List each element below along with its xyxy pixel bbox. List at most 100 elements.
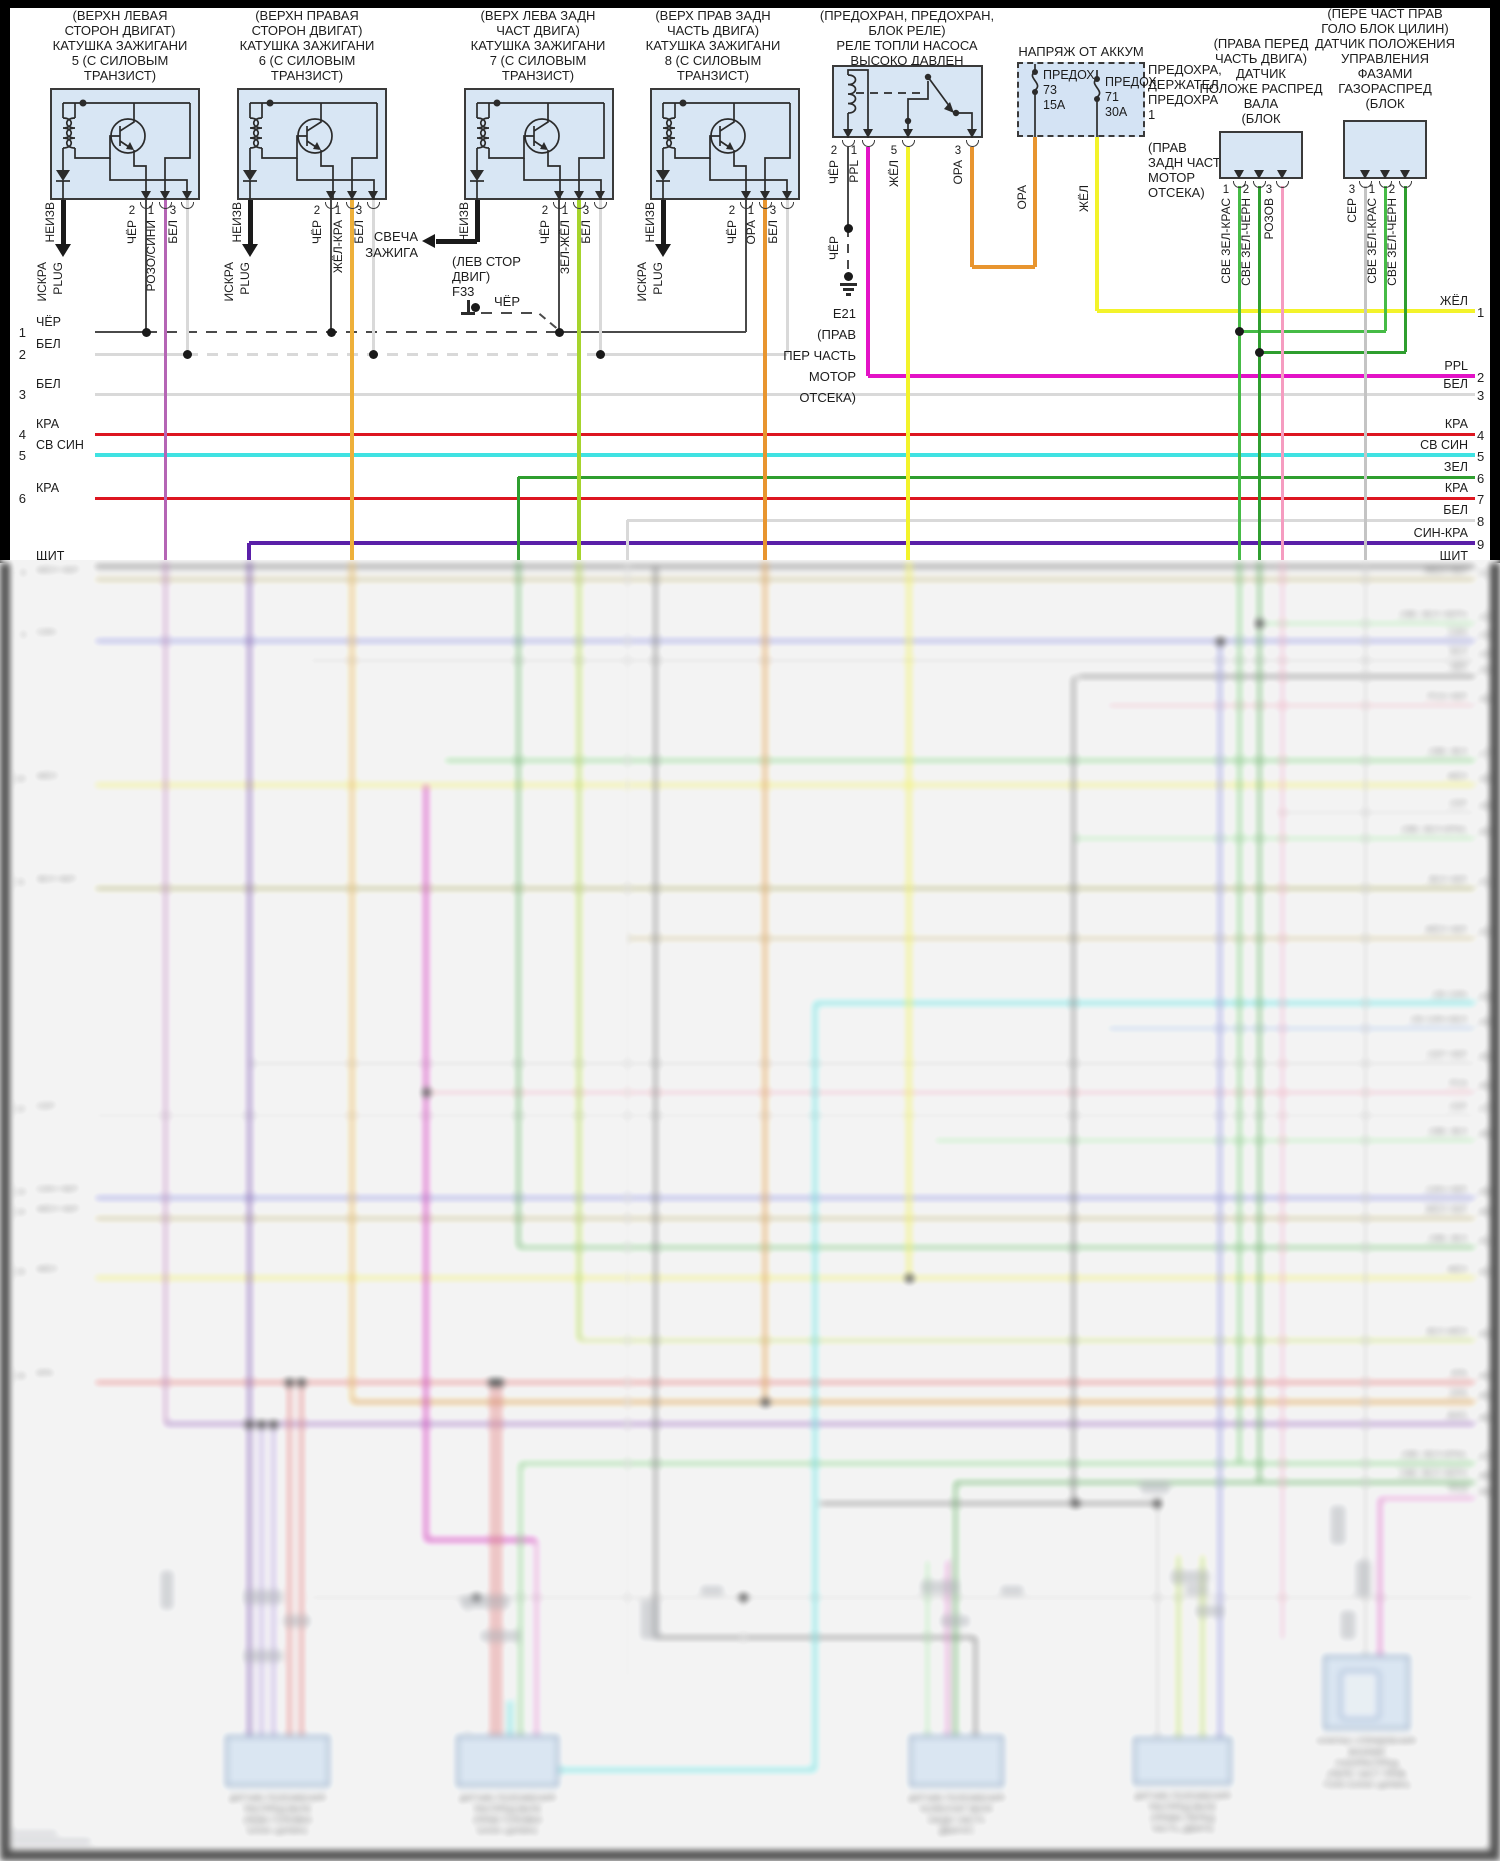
blurred-wire-label-right: СЕР [1448,798,1468,809]
bus-wire-number-left: 2 [18,347,26,362]
pin-number: 1 [1368,184,1376,196]
coil-5-header: СТОРОН ДВИГАТ) [64,23,176,38]
sensor-1-header: (БЛОК [1241,111,1281,126]
blurred-wire-v [1257,561,1261,1482]
blurred-box-caption: (ПЕРЕ ЧАСТ ПРАВ [1326,1769,1407,1779]
pin-arrow-icon [553,191,564,200]
pin-number: 1 [747,205,755,217]
bus-wire-number-left: 3 [18,387,26,402]
e21-location-note: ПЕР ЧАСТЬ [783,348,856,363]
blurred-wire-v [516,561,520,1247]
blurred-wire-v [465,1597,469,1735]
component-wire-v [906,147,910,561]
blurred-wire-number-right: 31 [1478,1236,1490,1247]
pin-wire-color-label: ЧЁР [310,220,324,245]
blurred-connector-smear [460,1595,510,1609]
pin-number: 3 [169,205,177,217]
blurred-wire-v [1218,641,1222,1737]
blurred-junction-dot [421,1087,431,1097]
coil-6-header: (ВЕРХН ПРАВАЯ [255,8,359,23]
f33-ground-bar [461,312,475,315]
component-wire-v [1033,137,1037,267]
component-wire-v [625,520,629,561]
blurred-wire-h [310,1595,1475,1599]
bus-wire-number-right: 9 [1477,537,1485,552]
pin-wire-color-label: ОРА [1015,185,1029,210]
blurred-wire-number-right: 12 [1478,612,1490,623]
blurred-wire-label-left: КРА [36,1368,54,1379]
blurred-wire-number-right: 38 [1478,1471,1490,1482]
blurred-wire-h [352,1400,1475,1404]
pin-number: 2 [541,205,549,217]
blurred-wire-number-right: 39 [1478,1487,1490,1498]
bus-wire-label-right: ЩИТ [1439,549,1468,563]
bus-wire-number-right: 8 [1477,514,1485,529]
blurred-box-caption: БЛОК ЦИЛИН) [246,1826,309,1836]
fuse-symbols [1031,64,1101,137]
blurred-box-caption: КОЛЕНЧАТ ВАЛА [919,1804,994,1814]
pin-number: 5 [890,145,898,157]
bus-wire-label-right: СИН-КРА [1413,526,1468,540]
pin-arrow-icon [181,191,192,200]
diagram-blurred-region: ЖЁЛ-ЧЕР 11 ЖЁЛ-ЧЕР 8 СВЕ ЗЕЛ-ЧЕРН 12 СИН 13 СИН 9… [0,560,1500,1861]
blurred-wire-v [490,1382,494,1735]
pin-wire-color-label: БЕЛ [166,220,180,244]
pin-number: 3 [769,205,777,217]
ground-bar [846,293,851,296]
blurred-wire-label-right: ЖЁЛ [1446,771,1468,782]
pin-wire-color-label: ЧЁР [125,220,139,245]
pin-hook-icon [758,202,772,209]
pin-number: 2 [728,205,736,217]
blurred-junction-dot [1254,618,1264,628]
pin-arrow-icon [781,191,792,200]
engine-bay-note: ЗАДН ЧАСТЬ [1148,155,1230,170]
component-wire-v [144,200,148,332]
fuel-pump-relay-header: ВЫСОКО ДАВЛЕН [850,53,964,68]
coil-8-header: ЧАСТЬ ДВИГА) [666,23,760,38]
blurred-connector-smear [1000,1585,1024,1595]
blurred-wire-h [95,1196,1475,1200]
blurred-wire-label-left: СИН-ЧЕР [36,1184,79,1195]
pin-wire-color-label: СВЕ ЗЕЛ-ЧЕРН [1239,198,1253,286]
blurred-wire-label-right: БЕЛ [1449,646,1468,657]
blurred-connector-smear [940,1615,970,1627]
component-wire-v [516,477,520,561]
blurred-wire-v [953,1482,957,1735]
blurred-junction-dot [284,1377,294,1387]
spark-output-wire [60,200,66,244]
bus-wire-number-right: 5 [1477,449,1485,464]
component-wire-v [185,200,189,354]
blurred-wire-number-right: 32 [1478,1267,1490,1278]
blurred-wire-label-right: ЖЁЛ-ЧЕР [1424,1204,1468,1215]
blurred-connector-smear [243,1590,283,1604]
pin-hook-icon [345,202,359,209]
sensor-2-header: ДАТЧИК ПОЛОЖЕНИЯ [1314,36,1456,51]
bus-wire-h [95,352,187,356]
blurred-wire-label-left: ЖЁЛ-ЧЕР [36,565,80,576]
component-wire-v [846,228,850,272]
sensor-1-header: ПОЛОЖЕ РАСПРЕД [1199,81,1323,96]
blurred-wire-label-right: СВЕ ЗЕЛ-КРАС [1400,1449,1468,1460]
blurred-wire-v [907,561,911,1278]
blurred-wire-label-right: ЧЁР [1448,662,1468,673]
junction-dot [368,349,378,359]
spark-arrow-icon [242,244,258,257]
battery-box-title: НАПРЯЖ ОТ АККУМ [1018,44,1144,59]
fuse-amp-rating: 15А [1043,98,1066,112]
e21-location-note: МОТОР [808,369,856,384]
fuel-pump-relay-header: РЕЛЕ ТОПЛИ НАСОСА [836,38,978,53]
blurred-wire-number-right: 33 [1478,1329,1490,1340]
blurred-box-caption: ДАТЧИК ПОЛОЖЕНИЯ [908,1793,1005,1803]
blurred-wire-label-right: ОРА [1448,1388,1468,1399]
blurred-wire-label-left: ЗЕЛ-ЧЕР [36,874,77,885]
blurred-wire-number-right: 19 [1478,801,1490,812]
bus-wire-h [600,352,787,356]
pin-arrow-icon [759,191,770,200]
coil-8-header: (ВЕРХ ПРАВ ЗАДН [655,8,771,23]
spark-label: PLUG [651,262,665,295]
spark-arrow-icon [655,244,671,257]
spark-label: PLUG [51,262,65,295]
blurred-wire-h [1259,621,1475,625]
blurred-wire-label-left: СЕР [36,1101,56,1112]
